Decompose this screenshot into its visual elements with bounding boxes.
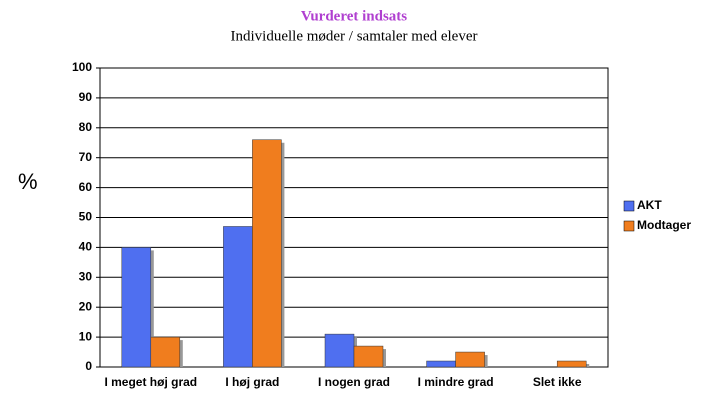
x-tick-label: I høj grad bbox=[225, 375, 280, 389]
legend-swatch bbox=[623, 220, 635, 232]
bar bbox=[426, 360, 456, 368]
bar bbox=[223, 226, 253, 368]
y-tick-label: 80 bbox=[79, 120, 93, 134]
x-tick-label: I mindre grad bbox=[417, 375, 494, 389]
y-tick-label: 90 bbox=[79, 90, 93, 104]
bar bbox=[121, 247, 152, 368]
y-axis-label: % bbox=[18, 169, 38, 194]
y-tick-label: 70 bbox=[79, 150, 93, 164]
bar bbox=[353, 345, 384, 368]
y-tick-label: 50 bbox=[79, 210, 93, 224]
chart-title: Vurderet indsats bbox=[301, 8, 407, 24]
x-tick-label: I nogen grad bbox=[318, 375, 390, 389]
legend-label: AKT bbox=[637, 198, 662, 212]
bar bbox=[455, 351, 485, 368]
y-tick-label: 100 bbox=[72, 60, 92, 74]
legend-swatch bbox=[623, 200, 635, 212]
y-tick-label: 10 bbox=[79, 329, 93, 343]
x-tick-label: I meget høj grad bbox=[104, 375, 198, 389]
y-tick-label: 60 bbox=[79, 180, 93, 194]
bar bbox=[556, 360, 587, 368]
chart-subtitle: Individuelle møder / samtaler med elever bbox=[231, 28, 478, 44]
legend-label: Modtager bbox=[637, 218, 691, 232]
x-tick-label: Slet ikke bbox=[532, 375, 582, 389]
bar bbox=[252, 139, 282, 368]
y-tick-label: 30 bbox=[79, 269, 93, 283]
y-tick-label: 20 bbox=[79, 299, 93, 313]
y-tick-label: 40 bbox=[79, 240, 93, 254]
bar bbox=[324, 333, 355, 368]
y-tick-label: 0 bbox=[85, 359, 92, 373]
bar bbox=[150, 336, 181, 368]
